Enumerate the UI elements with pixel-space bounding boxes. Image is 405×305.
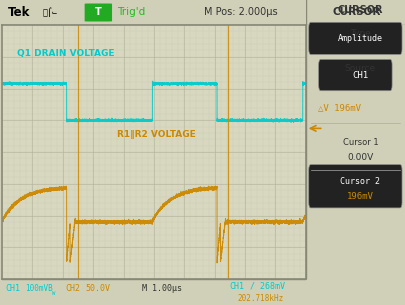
Text: Tek: Tek — [8, 5, 30, 19]
Text: 100mVB: 100mVB — [25, 284, 53, 293]
FancyBboxPatch shape — [85, 3, 112, 22]
Text: M 1.00µs: M 1.00µs — [142, 284, 182, 293]
Text: 0.00V: 0.00V — [347, 153, 373, 162]
Text: Source: Source — [345, 64, 376, 73]
Text: CH1: CH1 — [352, 70, 369, 80]
Text: ▼: ▼ — [102, 30, 108, 35]
Text: M Pos: 2.000µs: M Pos: 2.000µs — [204, 7, 277, 17]
Text: Amplitude: Amplitude — [338, 34, 383, 43]
Text: Q1 DRAIN VOLTAGE: Q1 DRAIN VOLTAGE — [17, 49, 115, 58]
Text: ⍿⌠⌙: ⍿⌠⌙ — [43, 7, 58, 17]
FancyBboxPatch shape — [319, 59, 392, 91]
Text: Trig'd: Trig'd — [117, 7, 145, 17]
FancyBboxPatch shape — [309, 165, 402, 208]
Text: CURSOR: CURSOR — [338, 5, 383, 15]
Text: 196mV: 196mV — [347, 192, 374, 201]
Text: Type: Type — [350, 29, 371, 38]
FancyBboxPatch shape — [309, 22, 402, 54]
Text: 50.0V: 50.0V — [85, 284, 111, 293]
Text: R1‖R2 VOLTAGE: R1‖R2 VOLTAGE — [117, 130, 196, 139]
Text: / 268mV: / 268mV — [249, 282, 285, 291]
Text: Cursor 2: Cursor 2 — [340, 178, 380, 186]
Text: △V 196mV: △V 196mV — [318, 104, 361, 113]
Text: CH1: CH1 — [5, 284, 20, 293]
Text: 202.718kHz: 202.718kHz — [237, 294, 284, 303]
Text: CH1: CH1 — [230, 282, 245, 291]
Text: CURSOR: CURSOR — [333, 7, 381, 17]
Text: T: T — [95, 7, 102, 17]
Text: CH2: CH2 — [66, 284, 81, 293]
Text: Cursor 1: Cursor 1 — [343, 138, 378, 147]
Text: W: W — [51, 291, 55, 296]
